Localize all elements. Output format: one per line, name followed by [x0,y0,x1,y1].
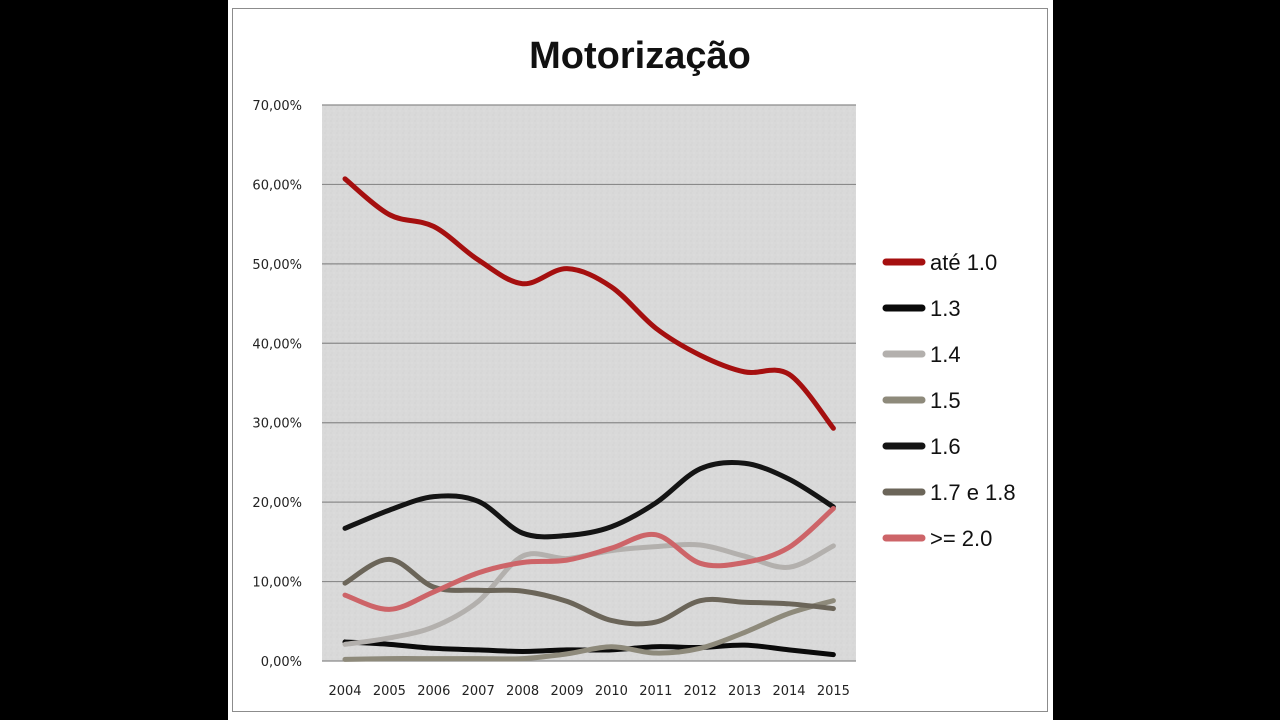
y-tick-label: 10,00% [252,576,302,591]
x-tick-label: 2014 [772,684,805,699]
x-tick-label: 2005 [373,684,406,699]
series-line [342,176,836,431]
chart-title: Motorização [529,35,751,77]
x-tick-label: 2008 [506,684,539,699]
y-axis: 0,00% 10,00% 20,00% 30,00% 40,00% 50,00% 60,00… [252,99,302,670]
x-tick-label: 2006 [417,684,450,699]
y-tick-label: 30,00% [252,417,302,432]
chart-frame [232,8,1048,712]
series-line [342,505,836,612]
legend-label: 1.5 [930,388,961,413]
x-axis: 2004 2005 2006 2007 2008 2009 2010 2011 2012 2013… [328,684,849,699]
series-line [342,459,836,540]
legend-label: até 1.0 [930,250,997,275]
x-tick-label: 2013 [728,684,761,699]
y-tick-label: 70,00% [252,99,302,114]
y-tick-label: 50,00% [252,258,302,273]
y-tick-label: 20,00% [252,496,302,511]
x-tick-label: 2010 [595,684,628,699]
legend-label: 1.7 e 1.8 [930,480,1016,505]
x-tick-label: 2004 [328,684,361,699]
x-tick-label: 2009 [550,684,583,699]
series-lines [342,176,836,662]
legend-label: 1.3 [930,296,961,321]
y-tick-label: 40,00% [252,337,302,352]
x-tick-label: 2007 [462,684,495,699]
legend-label: >= 2.0 [930,526,992,551]
x-tick-label: 2012 [684,684,717,699]
plot-area [322,105,856,661]
series-line [342,556,836,627]
legend: até 1.0 1.3 1.4 1.5 1.6 1.7 e 1.8 >= 2.0 [882,250,1016,551]
legend-label: 1.6 [930,434,961,459]
y-tick-label: 60,00% [252,178,302,193]
x-tick-label: 2015 [817,684,850,699]
x-tick-label: 2011 [639,684,672,699]
legend-label: 1.4 [930,342,961,367]
series-line [342,598,836,662]
y-tick-label: 0,00% [261,655,302,670]
